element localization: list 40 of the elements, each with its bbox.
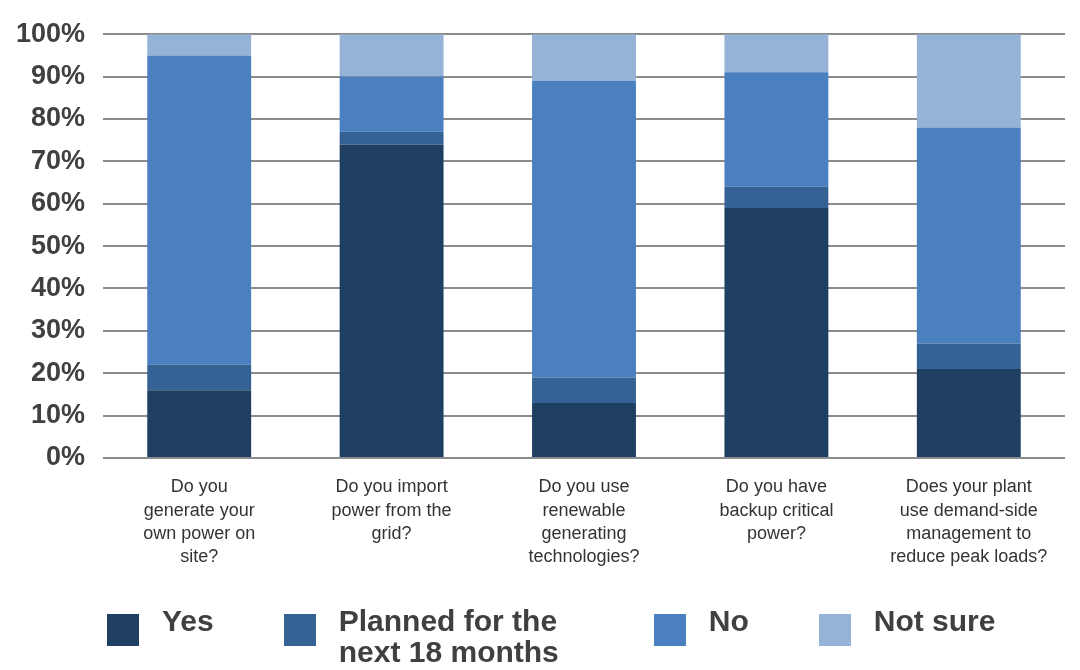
x-tick-label: Do you use renewable generating technologies? — [528, 476, 640, 566]
x-tick-label: Do you have backup critical power? — [719, 476, 834, 543]
bar — [916, 127, 1021, 344]
y-tick-label: 10% — [30, 399, 85, 430]
bar — [532, 377, 636, 403]
bar — [532, 402, 636, 457]
bar — [532, 80, 636, 378]
y-tick-label: 90% — [30, 60, 85, 91]
y-tick-label: 50% — [30, 229, 85, 260]
y-tick-label: 80% — [30, 102, 85, 133]
y-tick-label: 60% — [30, 187, 85, 218]
x-tick-label: Do you import power from the grid? — [331, 476, 452, 543]
x-tick-label: Does your plant use demand-side management to reduce peak loads? — [890, 476, 1048, 566]
bar — [147, 55, 252, 365]
bar — [532, 34, 636, 81]
bar — [724, 207, 829, 457]
y-tick-label: 20% — [30, 356, 85, 387]
bar — [916, 369, 1021, 457]
legend-label: Yes — [162, 604, 214, 637]
x-tick-label: Do you generate your own power on site? — [143, 476, 256, 566]
bar — [916, 343, 1021, 369]
bar — [339, 34, 444, 77]
legend-label: Not sure — [873, 604, 996, 637]
bar — [339, 131, 444, 145]
bar — [724, 34, 829, 73]
bar — [339, 144, 444, 457]
bar — [916, 34, 1021, 128]
legend-label: Planned for the next 18 months — [338, 604, 560, 668]
bar — [724, 72, 829, 187]
y-tick-label: 30% — [30, 314, 85, 345]
y-tick-label: 100% — [15, 17, 85, 48]
bar — [147, 364, 252, 391]
bar — [339, 76, 444, 132]
y-tick-label: 40% — [30, 271, 85, 302]
y-tick-label: 70% — [30, 144, 85, 175]
y-tick-label: 0% — [45, 441, 85, 472]
legend-label: No — [708, 604, 749, 637]
bar — [147, 34, 252, 56]
bar — [724, 186, 829, 208]
bar — [147, 390, 252, 457]
